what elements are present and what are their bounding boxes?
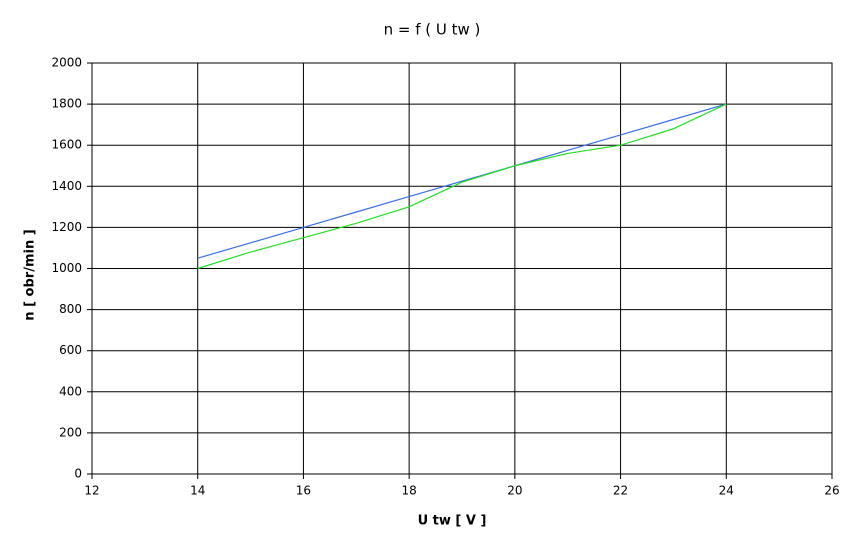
y-tick-label: 1400 [51, 179, 82, 193]
x-tick-label: 22 [613, 484, 628, 498]
data-line [197, 103, 727, 259]
x-tick-label: 26 [824, 484, 839, 498]
chart-title: n = f ( U tw ) [384, 21, 481, 39]
x-tick-label: 14 [190, 484, 205, 498]
data-line [197, 103, 727, 270]
y-tick-label: 0 [74, 467, 82, 481]
y-tick-label: 400 [59, 384, 82, 398]
y-tick-label: 600 [59, 343, 82, 357]
y-tick-label: 1200 [51, 220, 82, 234]
y-axis-label: n [ obr/min ] [23, 229, 38, 320]
x-tick-label: 18 [402, 484, 417, 498]
y-tick-label: 1800 [51, 97, 82, 111]
x-tick-label: 16 [296, 484, 311, 498]
y-tick-label: 1600 [51, 138, 82, 152]
x-tick-label: 20 [507, 484, 522, 498]
y-tick-label: 800 [59, 302, 82, 316]
x-tick-label: 24 [719, 484, 734, 498]
y-tick-label: 1000 [51, 261, 82, 275]
y-tick-label: 2000 [51, 56, 82, 70]
x-tick-label: 12 [84, 484, 99, 498]
y-tick-label: 200 [59, 425, 82, 439]
x-axis-label: U tw [ V ] [418, 514, 487, 529]
